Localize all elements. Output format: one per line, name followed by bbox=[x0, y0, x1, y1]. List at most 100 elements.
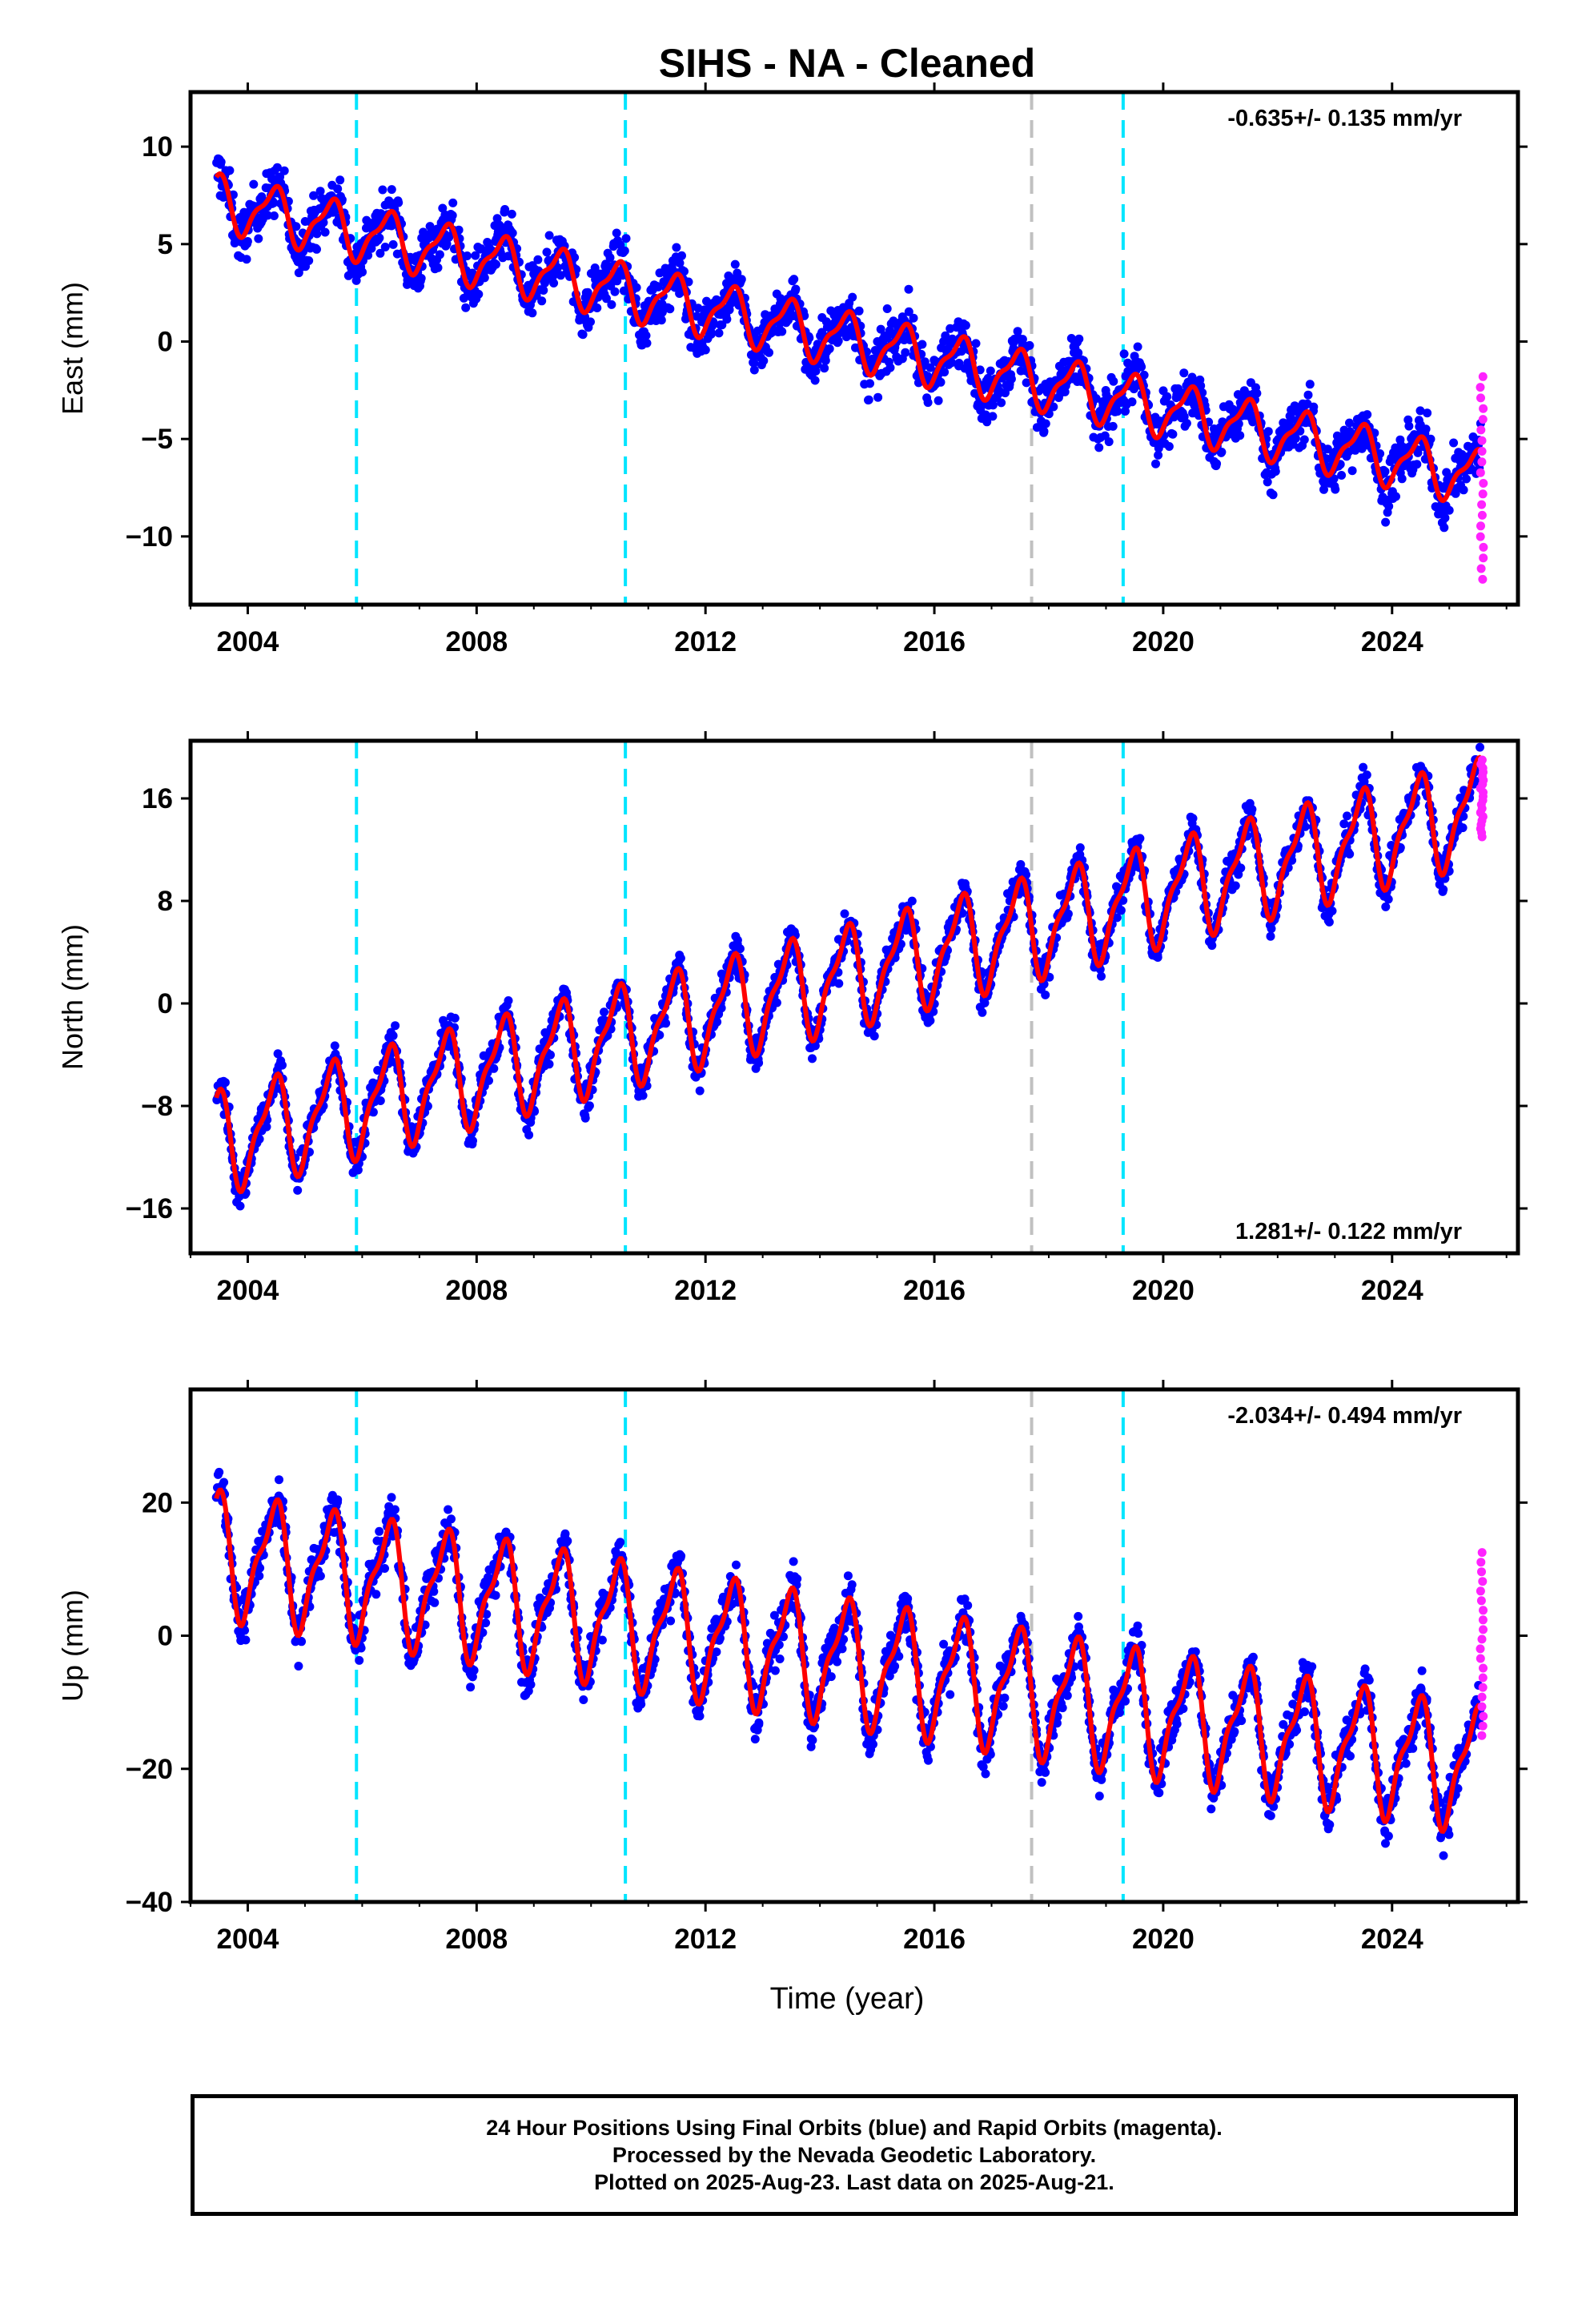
final-orbit-point bbox=[394, 198, 404, 207]
model-curve bbox=[214, 754, 1483, 1195]
final-orbit-point bbox=[1309, 402, 1319, 412]
final-orbit-point bbox=[297, 1637, 307, 1647]
final-orbit-point bbox=[255, 1563, 265, 1573]
final-orbit-point bbox=[1074, 348, 1083, 358]
rapid-orbit-point bbox=[1479, 404, 1488, 413]
final-orbit-point bbox=[978, 1007, 987, 1017]
final-orbit-point bbox=[262, 1122, 271, 1132]
x-tick-label: 2012 bbox=[674, 1275, 737, 1306]
final-orbit-point bbox=[1179, 368, 1189, 378]
final-orbit-point bbox=[1449, 438, 1459, 448]
final-orbit-point bbox=[971, 339, 981, 348]
final-orbit-point bbox=[1303, 390, 1313, 400]
final-orbit-point bbox=[241, 1635, 251, 1645]
plot-area bbox=[212, 741, 1488, 1253]
final-orbit-point bbox=[1458, 823, 1468, 833]
final-orbit-point bbox=[333, 184, 343, 194]
final-orbit-point bbox=[840, 909, 849, 919]
final-orbit-point bbox=[330, 1041, 339, 1051]
final-orbit-point bbox=[810, 376, 820, 385]
rapid-orbit-point bbox=[1478, 489, 1488, 499]
final-orbit-point bbox=[315, 1571, 325, 1581]
final-orbit-point bbox=[1263, 427, 1273, 436]
final-orbit-point bbox=[1018, 335, 1027, 344]
x-tick-label: 2016 bbox=[903, 1275, 966, 1306]
final-orbit-point bbox=[1236, 863, 1246, 873]
rapid-orbit-point bbox=[1479, 479, 1488, 488]
final-orbit-point bbox=[1022, 378, 1031, 388]
final-orbit-point bbox=[1109, 376, 1118, 386]
final-orbit-point bbox=[1168, 429, 1178, 439]
chart-title: SIHS - NA - Cleaned bbox=[659, 41, 1035, 86]
final-orbit-point bbox=[293, 1185, 303, 1195]
final-orbit-point bbox=[735, 944, 745, 954]
final-orbit-point bbox=[1327, 907, 1337, 915]
final-orbit-point bbox=[255, 1134, 264, 1144]
final-orbit-point bbox=[249, 179, 259, 189]
final-orbit-point bbox=[312, 244, 321, 254]
rapid-orbit-point bbox=[1479, 542, 1488, 552]
final-orbit-point bbox=[926, 1016, 935, 1025]
final-orbit-point bbox=[528, 308, 537, 318]
final-orbit-point bbox=[1196, 381, 1206, 391]
final-orbit-point bbox=[676, 954, 685, 963]
final-orbit-points bbox=[212, 742, 1485, 1211]
final-orbit-point bbox=[923, 398, 933, 408]
y-tick-label: −16 bbox=[126, 1193, 173, 1224]
final-orbit-point bbox=[444, 1505, 453, 1514]
y-tick-label: −8 bbox=[141, 1091, 173, 1122]
final-orbit-point bbox=[430, 1598, 440, 1607]
final-orbit-point bbox=[508, 228, 517, 238]
final-orbit-point bbox=[904, 284, 913, 294]
final-orbit-points bbox=[211, 1467, 1485, 1860]
final-orbit-point bbox=[754, 1058, 764, 1068]
final-orbit-point bbox=[1267, 924, 1276, 934]
final-orbit-point bbox=[1347, 466, 1357, 476]
final-orbit-point bbox=[1380, 467, 1390, 476]
final-orbit-point bbox=[1151, 459, 1160, 468]
final-orbit-point bbox=[982, 417, 992, 427]
final-orbit-point bbox=[1162, 392, 1172, 401]
final-orbit-point bbox=[1439, 523, 1449, 533]
y-tick-label: 10 bbox=[142, 131, 173, 163]
final-orbit-point bbox=[1025, 340, 1034, 350]
final-orbit-point bbox=[592, 304, 602, 312]
final-orbit-point bbox=[1113, 407, 1122, 416]
final-orbit-point bbox=[777, 327, 787, 336]
final-orbit-point bbox=[291, 222, 301, 231]
final-orbit-point bbox=[380, 1564, 389, 1573]
final-orbit-point bbox=[1153, 953, 1162, 962]
final-orbit-point bbox=[1104, 437, 1114, 447]
final-orbit-point bbox=[961, 320, 970, 330]
final-orbit-point bbox=[1440, 513, 1450, 523]
x-tick-label: 2004 bbox=[217, 626, 279, 657]
final-orbit-point bbox=[869, 1031, 879, 1041]
final-orbit-point bbox=[1345, 418, 1354, 428]
final-orbit-point bbox=[1375, 449, 1385, 458]
rapid-orbit-point bbox=[1478, 574, 1488, 584]
rapid-orbit-point bbox=[1478, 415, 1488, 424]
final-orbit-point bbox=[901, 348, 910, 357]
final-orbit-point bbox=[1337, 471, 1347, 480]
final-orbit-point bbox=[1094, 443, 1104, 452]
y-tick-label: −10 bbox=[126, 521, 173, 553]
plot-frame bbox=[188, 90, 1520, 607]
final-orbit-point bbox=[309, 191, 319, 200]
final-orbit-point bbox=[1231, 881, 1240, 891]
final-orbit-point bbox=[672, 243, 681, 252]
rapid-orbit-point bbox=[1476, 532, 1485, 541]
final-orbit-point bbox=[684, 277, 693, 287]
rate-label: 1.281+/- 0.122 mm/yr bbox=[1235, 1219, 1462, 1244]
final-orbit-point bbox=[605, 253, 615, 263]
final-orbit-point bbox=[655, 1031, 665, 1039]
final-orbit-point bbox=[416, 274, 426, 283]
final-orbit-point bbox=[353, 1165, 363, 1175]
final-orbit-point bbox=[1135, 834, 1145, 843]
final-orbit-point bbox=[665, 304, 675, 314]
final-orbit-point bbox=[607, 300, 616, 309]
final-orbit-point bbox=[378, 185, 387, 195]
final-orbit-point bbox=[854, 306, 864, 316]
final-orbit-point bbox=[1459, 485, 1468, 495]
final-orbit-point bbox=[367, 243, 376, 253]
